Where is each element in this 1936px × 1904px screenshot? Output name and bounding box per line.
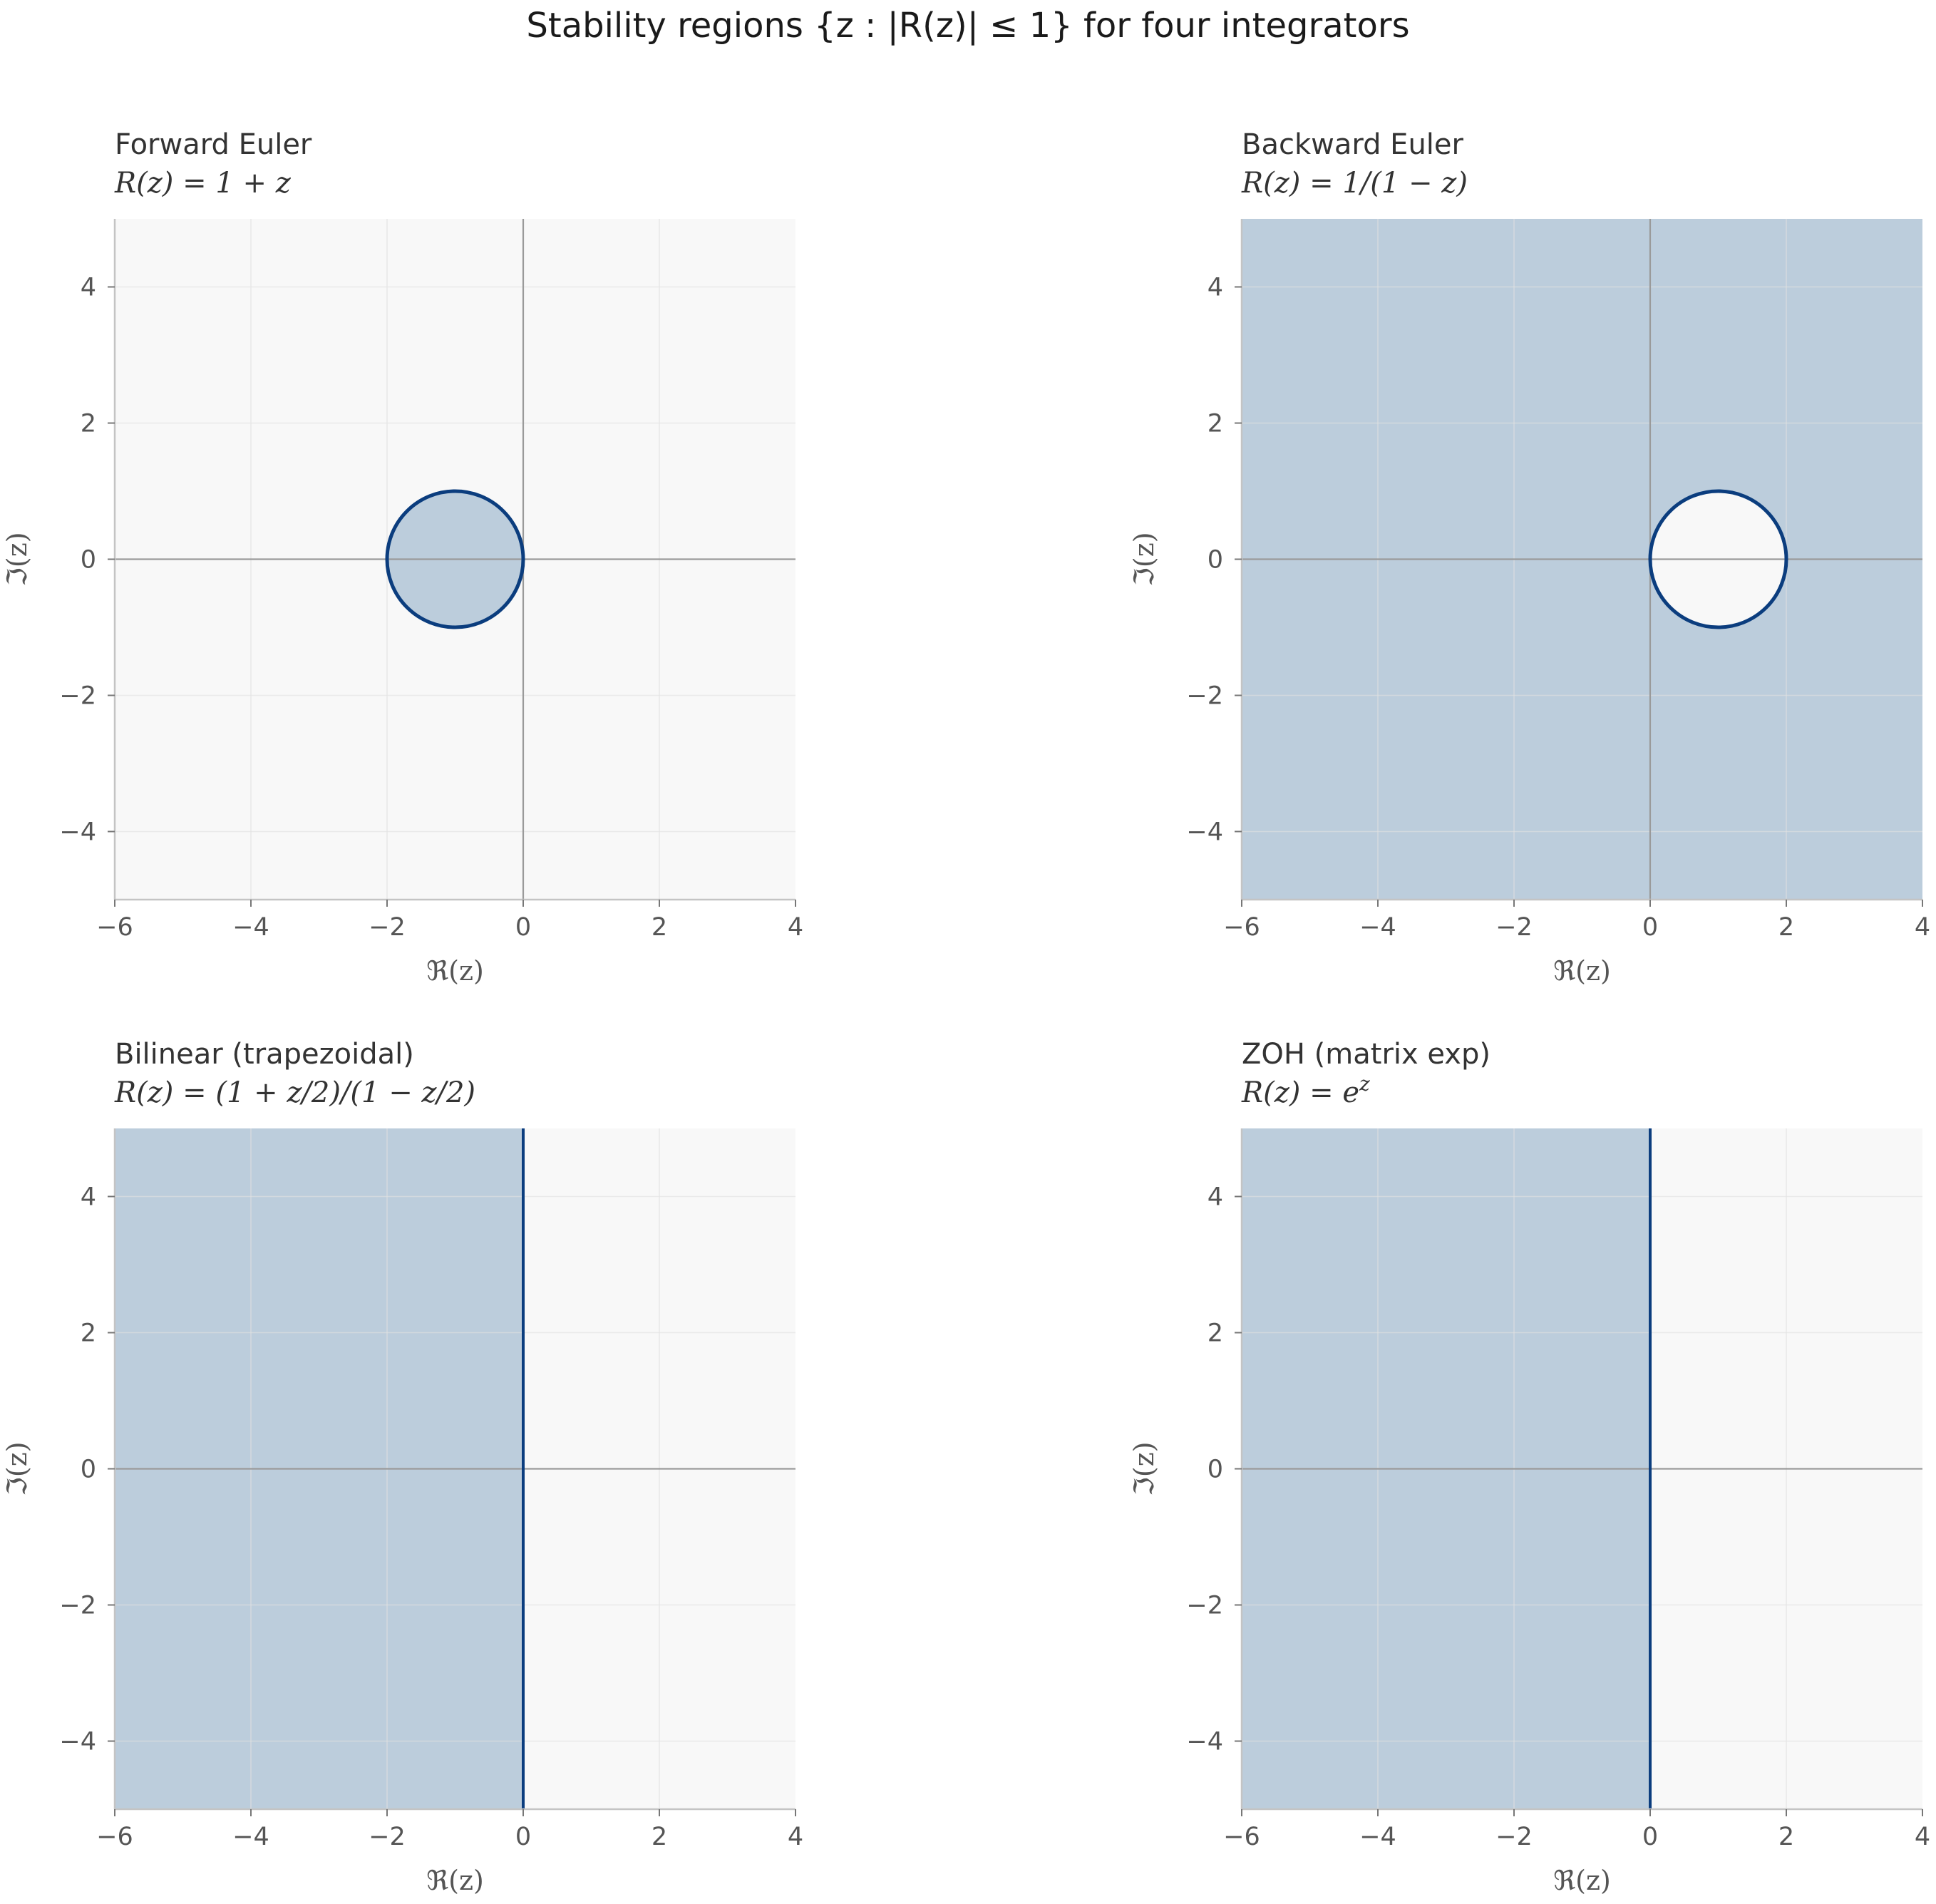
- x-axis-label: ℜ(z): [1553, 955, 1611, 987]
- y-axis-label: ℑ(z): [1, 1441, 33, 1496]
- y-tick-label: −2: [1186, 682, 1223, 711]
- panel-formula: R(z) = 1 + z: [114, 167, 292, 200]
- subplot-1: −6 −4 −2 0 2 4 −4 −2 0 2 4 ℜ(z) ℑ(z) Forward Euler R(z…: [1, 128, 803, 987]
- x-tick-label: 2: [652, 913, 667, 942]
- formula-superscript: z: [1359, 1072, 1370, 1096]
- figure-title: Stability regions {z : |R(z)| ≤ 1} for f…: [526, 6, 1409, 46]
- x-tick-label: −6: [96, 1823, 133, 1851]
- x-tick-label: 0: [1642, 913, 1658, 942]
- x-tick-label: −4: [232, 913, 269, 942]
- stability-boundary: [385, 489, 525, 629]
- x-tick-label: −6: [1223, 913, 1260, 942]
- y-tick-label: 2: [81, 410, 96, 438]
- x-tick-label: 4: [1915, 913, 1930, 942]
- y-tick-label: −4: [59, 818, 96, 847]
- y-tick-label: −2: [59, 682, 96, 711]
- y-tick-label: 0: [1208, 1456, 1223, 1484]
- x-tick-label: −2: [369, 1823, 406, 1851]
- x-axis-label: ℜ(z): [426, 955, 484, 987]
- y-tick-label: 4: [81, 1183, 96, 1212]
- y-tick-label: 0: [81, 546, 96, 575]
- x-tick-label: 0: [515, 913, 531, 942]
- x-tick-label: −4: [1359, 913, 1396, 942]
- x-tick-label: 4: [1915, 1823, 1930, 1851]
- x-tick-label: 4: [788, 913, 803, 942]
- x-tick-label: −6: [96, 913, 133, 942]
- y-tick-label: 0: [1208, 546, 1223, 575]
- x-tick-label: −2: [1495, 913, 1533, 942]
- panel-title: ZOH (matrix exp): [1242, 1038, 1490, 1071]
- x-tick-label: −6: [1223, 1823, 1260, 1851]
- panel-title: Bilinear (trapezoidal): [115, 1038, 414, 1071]
- y-tick-label: −4: [59, 1728, 96, 1756]
- y-tick-label: 4: [1208, 274, 1223, 302]
- x-tick-label: −4: [1359, 1823, 1396, 1851]
- stability-boundary: [1648, 489, 1788, 629]
- x-tick-label: 0: [515, 1823, 531, 1851]
- x-axis-label: ℜ(z): [426, 1865, 484, 1896]
- y-axis-label: ℑ(z): [1128, 1441, 1160, 1496]
- x-tick-label: 2: [1778, 1823, 1794, 1851]
- panel-formula: R(z) = ez: [1241, 1072, 1370, 1109]
- y-tick-label: −2: [59, 1592, 96, 1620]
- x-tick-label: 2: [652, 1823, 667, 1851]
- y-axis-label: ℑ(z): [1128, 532, 1160, 586]
- subplot-2: −6 −4 −2 0 2 4 −4 −2 0 2 4 ℜ(z) ℑ(z) Backward Euler R(…: [1128, 128, 1930, 987]
- subplot-grid: −6 −4 −2 0 2 4 −4 −2 0 2 4 ℜ(z) ℑ(z) Forward Euler R(z…: [1, 128, 1930, 1896]
- x-tick-label: −2: [1495, 1823, 1533, 1851]
- y-tick-label: 2: [1208, 1319, 1223, 1348]
- panel-formula: R(z) = (1 + z/2)/(1 − z/2): [114, 1076, 475, 1109]
- x-tick-label: −4: [232, 1823, 269, 1851]
- y-tick-label: 0: [81, 1456, 96, 1484]
- y-tick-label: −2: [1186, 1592, 1223, 1620]
- y-tick-label: −4: [1186, 818, 1223, 847]
- x-axis-label: ℜ(z): [1553, 1865, 1611, 1896]
- panel-title: Forward Euler: [115, 128, 312, 161]
- x-tick-label: 4: [788, 1823, 803, 1851]
- y-axis-label: ℑ(z): [1, 532, 33, 586]
- y-tick-label: 2: [1208, 410, 1223, 438]
- y-tick-label: 4: [81, 274, 96, 302]
- x-tick-label: 2: [1778, 913, 1794, 942]
- panel-formula: R(z) = 1/(1 − z): [1241, 167, 1468, 200]
- subplot-4: −6 −4 −2 0 2 4 −4 −2 0 2 4 ℜ(z) ℑ(z) ZOH (matrix exp)…: [1128, 1038, 1930, 1896]
- subplot-3: −6 −4 −2 0 2 4 −4 −2 0 2 4 ℜ(z) ℑ(z) Bilinear (trapez…: [1, 1038, 803, 1896]
- y-tick-label: 4: [1208, 1183, 1223, 1212]
- y-tick-label: 2: [81, 1319, 96, 1348]
- x-tick-label: −2: [369, 913, 406, 942]
- y-tick-label: −4: [1186, 1728, 1223, 1756]
- panel-title: Backward Euler: [1242, 128, 1464, 161]
- x-tick-label: 0: [1642, 1823, 1658, 1851]
